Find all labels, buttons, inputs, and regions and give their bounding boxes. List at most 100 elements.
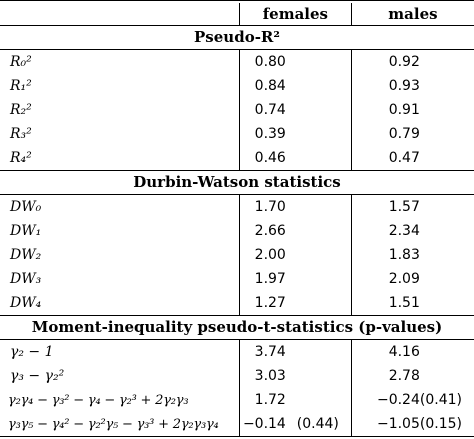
table-row: γ₃γ₅ − γ₄² − γ₂²γ₅ − γ₃³ + 2γ₂γ₃γ₄−0.14(… [0, 412, 474, 437]
females-cell: 0.46 [239, 146, 351, 171]
males-value: −0.24 [352, 393, 420, 407]
females-cell: 3.03 [239, 364, 351, 388]
row-label: γ₂ − 1 [0, 340, 239, 365]
row-label: DW₁ [0, 219, 239, 243]
row-label: R₃² [0, 122, 239, 146]
header-label-column [0, 3, 239, 26]
males-value: 2.78 [352, 369, 420, 383]
header-row: females males [0, 3, 474, 26]
males-cell: 0.91 [351, 98, 474, 122]
males-value: 1.51 [352, 296, 420, 310]
males-cell: 1.83 [351, 243, 474, 267]
males-cell: −1.05(0.15) [351, 412, 474, 437]
males-p-value: (0.15) [420, 417, 474, 431]
row-label: DW₃ [0, 267, 239, 291]
females-value: 0.39 [240, 127, 286, 141]
row-label: DW₂ [0, 243, 239, 267]
section-title: Moment-inequality pseudo-t-statistics (p… [0, 316, 474, 340]
row-label: R₄² [0, 146, 239, 171]
males-cell: 0.79 [351, 122, 474, 146]
row-label: R₁² [0, 74, 239, 98]
females-cell: 1.72 [239, 388, 351, 412]
females-cell: 1.70 [239, 195, 351, 220]
females-cell: −0.14(0.44) [239, 412, 351, 437]
row-label: DW₀ [0, 195, 239, 220]
females-cell: 0.80 [239, 50, 351, 75]
males-cell: 2.78 [351, 364, 474, 388]
males-value: 4.16 [352, 345, 420, 359]
males-cell: 2.34 [351, 219, 474, 243]
males-cell: 0.93 [351, 74, 474, 98]
males-value: 0.79 [352, 127, 420, 141]
males-value: 2.09 [352, 272, 420, 286]
males-value: 0.93 [352, 79, 420, 93]
row-label: γ₂γ₄ − γ₃² − γ₄ − γ₂³ + 2γ₂γ₃ [0, 388, 239, 412]
males-cell: 1.51 [351, 291, 474, 316]
females-value: 3.03 [240, 369, 286, 383]
row-label: R₂² [0, 98, 239, 122]
males-cell: 4.16 [351, 340, 474, 365]
females-value: 2.66 [240, 224, 286, 238]
row-label: R₀² [0, 50, 239, 75]
males-cell: 2.09 [351, 267, 474, 291]
females-cell: 2.66 [239, 219, 351, 243]
females-value: 0.74 [240, 103, 286, 117]
row-label: γ₃ − γ₂² [0, 364, 239, 388]
males-cell: −0.24(0.41) [351, 388, 474, 412]
females-value: 0.84 [240, 79, 286, 93]
males-cell: 1.57 [351, 195, 474, 220]
row-label: DW₄ [0, 291, 239, 316]
males-value: 0.47 [352, 151, 420, 165]
females-cell: 2.00 [239, 243, 351, 267]
females-value: 2.00 [240, 248, 286, 262]
section-title: Durbin-Watson statistics [0, 171, 474, 195]
males-value: 0.92 [352, 55, 420, 69]
females-cell: 3.74 [239, 340, 351, 365]
males-value: −1.05 [352, 417, 420, 431]
males-value: 1.83 [352, 248, 420, 262]
females-p-value: (0.44) [286, 417, 351, 431]
females-value: 1.27 [240, 296, 286, 310]
females-cell: 0.84 [239, 74, 351, 98]
males-p-value: (0.41) [420, 393, 474, 407]
males-value: 2.34 [352, 224, 420, 238]
males-value: 1.57 [352, 200, 420, 214]
section-header: Pseudo-R² [0, 26, 474, 50]
males-cell: 0.47 [351, 146, 474, 171]
females-value: 1.70 [240, 200, 286, 214]
females-cell: 0.74 [239, 98, 351, 122]
females-value: 0.80 [240, 55, 286, 69]
females-cell: 1.27 [239, 291, 351, 316]
row-label: γ₃γ₅ − γ₄² − γ₂²γ₅ − γ₃³ + 2γ₂γ₃γ₄ [0, 412, 239, 437]
females-cell: 0.39 [239, 122, 351, 146]
females-value: 0.46 [240, 151, 286, 165]
females-value: 3.74 [240, 345, 286, 359]
females-value: −0.14 [240, 417, 286, 431]
males-cell: 0.92 [351, 50, 474, 75]
males-value: 0.91 [352, 103, 420, 117]
females-value: 1.97 [240, 272, 286, 286]
header-males: males [351, 3, 474, 26]
header-females: females [239, 3, 351, 26]
section-header: Durbin-Watson statistics [0, 171, 474, 195]
females-cell: 1.97 [239, 267, 351, 291]
section-header: Moment-inequality pseudo-t-statistics (p… [0, 316, 474, 340]
section-title: Pseudo-R² [0, 26, 474, 50]
females-value: 1.72 [240, 393, 286, 407]
